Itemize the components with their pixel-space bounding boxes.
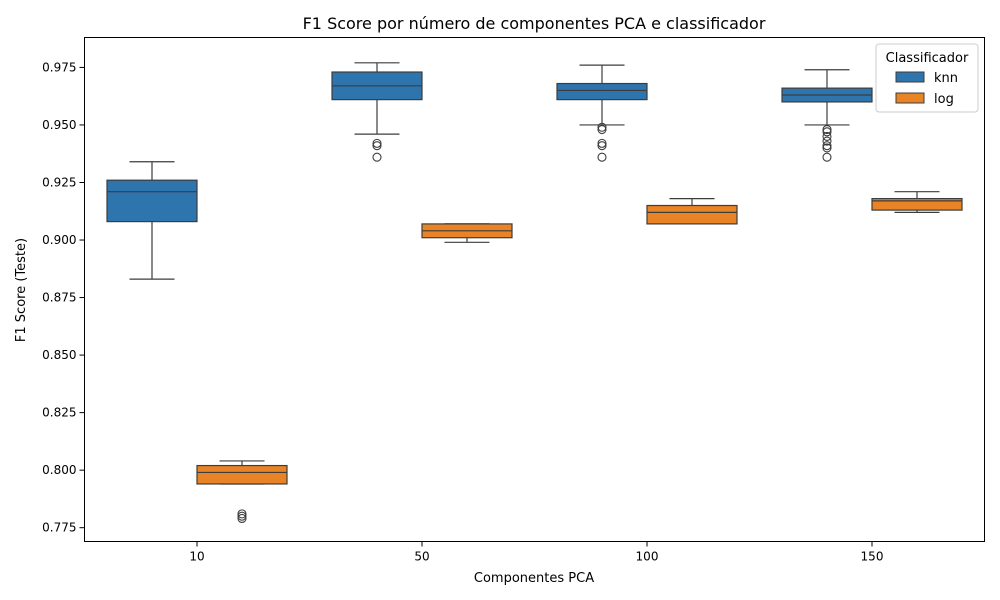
box-iqr — [871, 197, 963, 211]
outlier-point — [822, 127, 832, 137]
y-tick-label: 0.825 — [42, 406, 76, 420]
box-iqr — [196, 464, 288, 485]
box-knn-150 — [781, 69, 873, 162]
box-knn-10 — [106, 161, 198, 280]
box-knn-50 — [331, 62, 423, 162]
outlier-point — [822, 131, 832, 142]
outlier-point — [822, 136, 832, 146]
outlier-point — [597, 141, 607, 151]
y-tick-label: 0.975 — [42, 60, 76, 74]
outlier-point — [597, 125, 607, 135]
plot-frame — [84, 37, 985, 542]
outlier-point — [597, 152, 607, 162]
outlier-point — [822, 141, 832, 151]
plot-area — [106, 62, 963, 524]
outlier-point — [822, 125, 832, 135]
box-iqr — [556, 82, 648, 101]
y-tick-label: 0.950 — [42, 118, 76, 132]
outlier-point — [822, 152, 832, 162]
y-tick-label: 0.900 — [42, 233, 76, 247]
y-axis-label: F1 Score (Teste) — [14, 238, 29, 342]
outlier-point — [372, 152, 382, 162]
x-tick-label: 50 — [414, 550, 429, 564]
box-iqr — [646, 204, 738, 225]
chart-title: F1 Score por número de componentes PCA e… — [303, 14, 766, 33]
outlier-point — [822, 143, 832, 153]
box-knn-100 — [556, 64, 648, 162]
y-tick-label: 0.800 — [42, 463, 76, 477]
legend-swatch-knn — [895, 71, 925, 83]
box-iqr — [106, 179, 198, 223]
y-tick-label: 0.925 — [42, 175, 76, 189]
outlier-point — [237, 509, 247, 519]
box-log-100 — [646, 197, 738, 225]
x-axis-label: Componentes PCA — [474, 571, 594, 586]
legend-title: Classificador — [886, 51, 969, 66]
outlier-point — [372, 138, 382, 148]
box-log-50 — [421, 223, 513, 243]
legend-swatch-log — [895, 92, 925, 104]
outlier-point — [597, 138, 607, 148]
box-log-150 — [871, 191, 963, 214]
outlier-point — [372, 141, 382, 151]
legend-label-log: log — [934, 92, 954, 107]
outlier-point — [237, 511, 247, 521]
box-log-10 — [196, 460, 288, 524]
x-tick-label: 100 — [636, 550, 659, 564]
outlier-point — [597, 122, 607, 132]
legend-label-knn: knn — [934, 71, 958, 86]
y-tick-label: 0.850 — [42, 348, 76, 362]
x-tick-label: 10 — [189, 550, 204, 564]
y-tick-label: 0.875 — [42, 291, 76, 305]
outlier-point — [237, 513, 247, 524]
y-tick-label: 0.775 — [42, 521, 76, 535]
legend: Classificador knn log — [875, 43, 979, 113]
x-tick-label: 150 — [861, 550, 884, 564]
